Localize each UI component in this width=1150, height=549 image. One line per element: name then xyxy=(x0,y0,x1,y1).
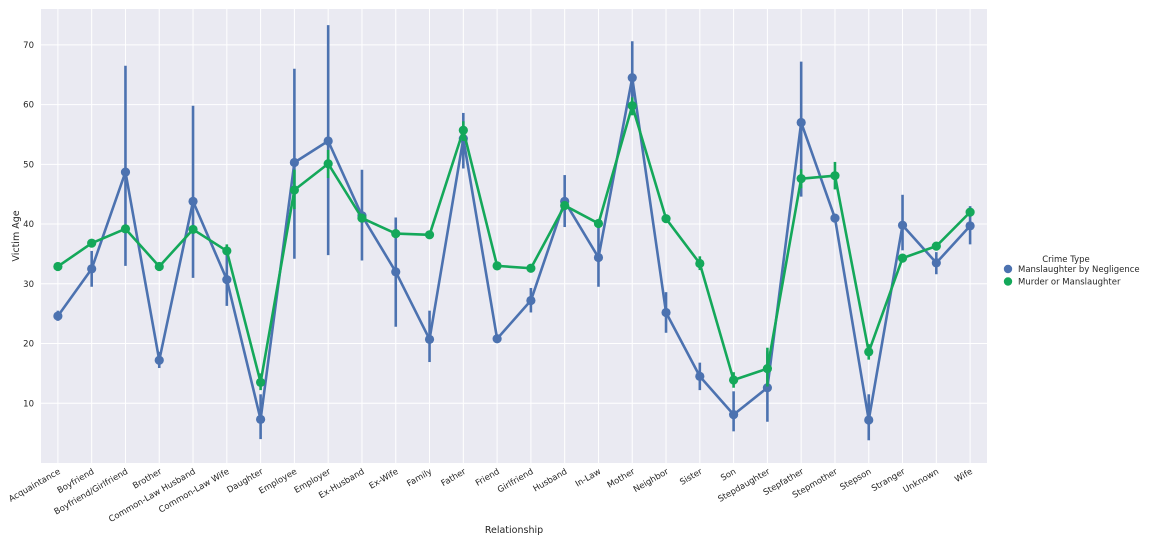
y-axis-label: Victim Age xyxy=(11,210,22,261)
data-point xyxy=(289,157,299,168)
data-point xyxy=(188,224,198,235)
data-point xyxy=(256,377,266,387)
legend-marker xyxy=(1003,264,1013,274)
data-point xyxy=(424,334,435,344)
x-tick-label: In-Law xyxy=(574,467,603,490)
y-tick-label: 10 xyxy=(23,399,34,409)
x-tick-label: Family xyxy=(405,467,434,489)
data-point xyxy=(661,214,671,224)
data-point xyxy=(593,218,604,229)
data-point xyxy=(53,261,63,272)
data-point xyxy=(864,415,874,425)
data-point xyxy=(256,414,266,424)
data-point xyxy=(289,185,299,195)
data-point xyxy=(526,263,536,273)
series-layer xyxy=(53,25,975,441)
x-tick-label: Husband xyxy=(532,467,570,494)
data-point xyxy=(120,224,131,234)
data-point xyxy=(729,410,739,420)
data-point xyxy=(965,221,975,231)
data-point xyxy=(560,200,570,211)
data-point xyxy=(391,267,401,277)
data-point xyxy=(762,383,772,393)
x-tick-label: Son xyxy=(719,467,738,484)
plot-background xyxy=(41,9,987,463)
legend-entry: Murder or Manslaughter xyxy=(1018,278,1121,288)
data-point xyxy=(492,334,502,344)
data-point xyxy=(627,73,637,83)
data-point xyxy=(222,246,232,256)
x-axis-label: Relationship xyxy=(485,525,543,536)
series-2 xyxy=(53,97,975,391)
data-point xyxy=(391,229,401,239)
data-point xyxy=(931,258,941,268)
data-point xyxy=(830,171,840,181)
data-point xyxy=(323,136,333,146)
data-point xyxy=(357,213,367,223)
y-tick-label: 30 xyxy=(23,280,34,290)
x-tick-label: Employee xyxy=(257,467,298,497)
x-tick-label: Stranger xyxy=(870,467,907,494)
data-point xyxy=(931,241,941,251)
data-point xyxy=(695,371,705,381)
data-point xyxy=(120,167,131,177)
data-point xyxy=(661,307,671,318)
x-tick-label: Unknown xyxy=(902,467,941,495)
data-point xyxy=(424,230,435,240)
y-tick-label: 60 xyxy=(23,101,34,111)
data-point xyxy=(492,261,502,271)
x-tick-label: Acquaintance xyxy=(7,467,62,505)
data-point xyxy=(796,117,806,128)
y-tick-labels: 10 20 30 40 50 60 70 xyxy=(23,41,34,409)
data-point xyxy=(897,220,908,230)
x-tick-label: Wife xyxy=(953,467,974,485)
data-point xyxy=(87,264,97,274)
data-point xyxy=(458,125,468,135)
data-point xyxy=(593,252,604,263)
data-point xyxy=(222,275,232,285)
x-tick-labels: AcquaintanceBoyfriendBoyfriend/Girlfrien… xyxy=(7,467,974,525)
data-point xyxy=(627,101,637,111)
data-point xyxy=(526,295,536,306)
data-point xyxy=(87,238,97,248)
x-tick-label: Girlfriend xyxy=(496,467,535,495)
x-tick-label: Stepson xyxy=(838,467,873,493)
data-point xyxy=(762,364,772,374)
data-point xyxy=(188,196,198,206)
legend: Crime Type Manslaughter by Negligence Mur… xyxy=(1003,255,1140,288)
y-tick-label: 20 xyxy=(23,340,34,350)
data-point xyxy=(864,347,874,357)
data-point xyxy=(695,258,705,269)
legend-title: Crime Type xyxy=(1042,255,1090,265)
legend-marker xyxy=(1003,277,1013,286)
y-tick-label: 70 xyxy=(23,41,34,51)
legend-entry: Manslaughter by Negligence xyxy=(1018,265,1140,275)
series-line xyxy=(57,104,972,384)
data-point xyxy=(729,375,739,385)
x-tick-label: Father xyxy=(440,467,469,489)
data-point xyxy=(53,311,63,321)
data-point xyxy=(154,261,164,272)
data-point xyxy=(897,253,908,263)
data-point xyxy=(154,355,164,365)
data-point xyxy=(965,207,975,217)
data-point xyxy=(830,213,840,223)
y-tick-label: 50 xyxy=(23,160,34,170)
data-point xyxy=(323,159,333,169)
data-point xyxy=(796,174,806,184)
x-tick-label: Ex-Wife xyxy=(368,467,401,492)
y-tick-label: 40 xyxy=(23,220,34,230)
x-tick-label: Neighbor xyxy=(632,467,671,495)
x-tick-label: Sister xyxy=(678,467,704,488)
